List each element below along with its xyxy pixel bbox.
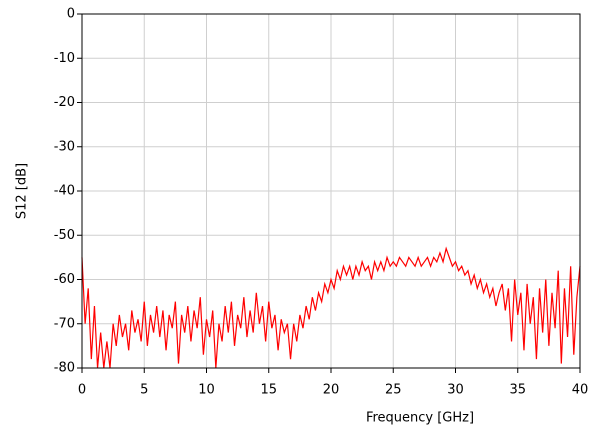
y-tick-label: -40 [54,184,75,199]
x-axis-title: Frequency [GHz] [366,411,474,426]
y-tick-label: -80 [54,361,75,376]
y-tick-label: -10 [54,51,75,66]
y-tick-label: -70 [54,316,75,331]
y-tick-label: -50 [54,228,75,243]
x-tick-label: 35 [509,383,526,398]
y-axis-title: S12 [dB] [15,163,30,219]
x-tick-label: 15 [260,383,277,398]
x-tick-label: 40 [572,383,589,398]
y-tick-label: -30 [54,139,75,154]
x-tick-label: 0 [78,383,86,398]
y-tick-label: -20 [54,95,75,110]
x-tick-label: 5 [140,383,148,398]
x-tick-label: 30 [447,383,464,398]
x-tick-label: 20 [323,383,340,398]
x-tick-label: 25 [385,383,402,398]
plot-border [81,13,581,369]
data-line [81,246,581,369]
y-tick-label: 0 [67,7,75,22]
x-tick-label: 10 [198,383,215,398]
y-tick-label: -60 [54,272,75,287]
